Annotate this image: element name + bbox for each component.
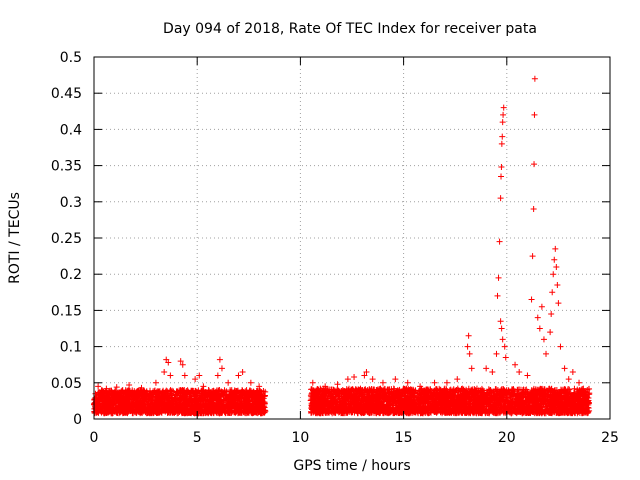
background-point [226, 391, 233, 398]
grid-lines [94, 57, 610, 419]
background-point [166, 394, 173, 401]
chart-title: Day 094 of 2018, Rate Of TEC Index for r… [163, 21, 537, 37]
background-point [167, 388, 174, 395]
background-point [154, 390, 161, 397]
background-point [202, 389, 209, 396]
background-point [164, 388, 171, 395]
background-point [255, 392, 262, 399]
background-point [169, 387, 176, 394]
data-points [91, 75, 593, 417]
background-point [112, 397, 119, 404]
background-point [109, 396, 116, 403]
background-point [144, 401, 151, 408]
